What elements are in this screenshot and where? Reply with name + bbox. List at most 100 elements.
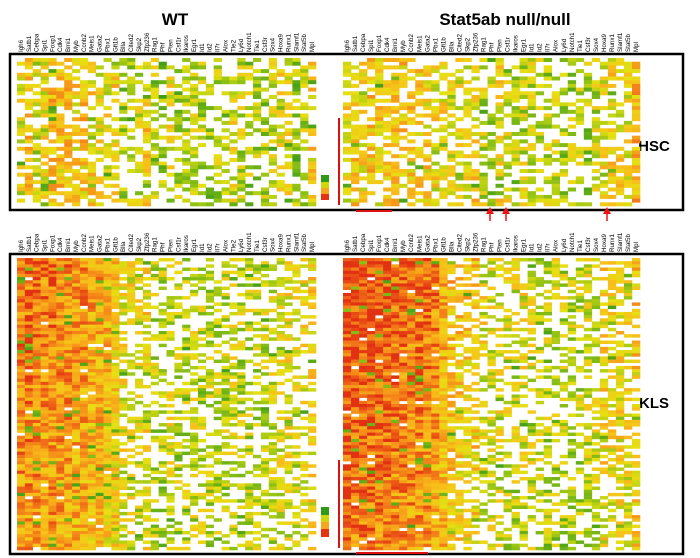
- heatmap-cell: [150, 527, 159, 532]
- heatmap-cell: [79, 337, 89, 341]
- heatmap-cell: [87, 429, 96, 433]
- heatmap-cell: [359, 492, 368, 497]
- heatmap-cell: [17, 404, 26, 408]
- heatmap-cell: [56, 302, 65, 306]
- heatmap-cell: [79, 467, 89, 471]
- heatmap-cell: [56, 311, 65, 316]
- heatmap-cell: [24, 461, 34, 465]
- heatmap-cell: [111, 157, 120, 162]
- heatmap-cell: [56, 283, 65, 287]
- heatmap-cell: [276, 302, 285, 306]
- heatmap-cell: [343, 492, 352, 497]
- heatmap-cell: [182, 95, 191, 99]
- heatmap-cell: [197, 454, 207, 459]
- heatmap-cell: [367, 448, 376, 452]
- heatmap-cell: [17, 128, 26, 133]
- heatmap-cell: [237, 283, 246, 287]
- heatmap-cell: [95, 350, 104, 354]
- heatmap-cell: [190, 277, 199, 281]
- heatmap-cell: [367, 419, 376, 424]
- heatmap-cell: [79, 318, 89, 322]
- heatmap-cell: [182, 388, 191, 392]
- heatmap-cell: [166, 442, 175, 446]
- heatmap-cell: [95, 150, 104, 155]
- heatmap-cell: [292, 143, 301, 148]
- heatmap-cell: [415, 270, 424, 275]
- heatmap-cell: [56, 527, 65, 532]
- gene-label: Ikaros: [513, 235, 520, 252]
- heatmap-cell: [463, 143, 472, 148]
- heatmap-cell: [375, 454, 384, 459]
- heatmap-cell: [253, 267, 262, 271]
- gene-label: Pbx1: [104, 237, 111, 252]
- heatmap-cell: [205, 534, 215, 538]
- heatmap-cell: [190, 378, 199, 383]
- gene-label: Skp2: [136, 37, 143, 52]
- heatmap-cell: [24, 442, 34, 446]
- heatmap-cell: [260, 337, 270, 341]
- heatmap-cell: [103, 543, 112, 548]
- heatmap-cell: [95, 180, 104, 185]
- heatmap-cell: [260, 384, 270, 389]
- heatmap-cell: [32, 518, 41, 522]
- heatmap-cell: [479, 102, 488, 107]
- heatmap-cell: [166, 470, 175, 475]
- heatmap-cell: [48, 442, 57, 446]
- heatmap-cell: [399, 384, 408, 389]
- heatmap-cell: [119, 505, 128, 510]
- heatmap-cell: [351, 451, 360, 456]
- heatmap-cell: [351, 264, 360, 268]
- heatmap-cell: [351, 515, 360, 519]
- heatmap-cell: [495, 191, 504, 196]
- heatmap-cell: [103, 540, 112, 544]
- heatmap-cell: [511, 132, 520, 136]
- heatmap-cell: [343, 426, 352, 430]
- heatmap-cell: [623, 154, 633, 159]
- heatmap-cell: [135, 505, 144, 510]
- heatmap-cell: [56, 91, 65, 96]
- heatmap-cell: [24, 289, 34, 294]
- heatmap-cell: [205, 187, 215, 192]
- heatmap-cell: [32, 277, 41, 281]
- heatmap-cell: [190, 518, 199, 522]
- heatmap-cell: [245, 435, 254, 440]
- heatmap-cell: [127, 91, 136, 96]
- heatmap-cell: [229, 117, 238, 122]
- heatmap-cell: [95, 91, 104, 96]
- heatmap-cell: [359, 353, 368, 357]
- heatmap-cell: [166, 302, 175, 306]
- heatmap-cell: [166, 410, 175, 414]
- heatmap-cell: [119, 540, 128, 544]
- heatmap-cell: [174, 98, 183, 103]
- heatmap-cell: [40, 407, 49, 411]
- heatmap-cell: [72, 198, 81, 203]
- heatmap-cell: [343, 362, 352, 367]
- heatmap-cell: [343, 464, 352, 468]
- heatmap-cell: [407, 161, 416, 166]
- heatmap-cell: [119, 311, 128, 316]
- heatmap-cell: [158, 404, 167, 408]
- heatmap-cell: [32, 461, 41, 465]
- heatmap-cell: [447, 98, 456, 103]
- heatmap-cell: [95, 324, 104, 329]
- heatmap-cell: [367, 292, 376, 297]
- heatmap-cell: [308, 473, 317, 478]
- heatmap-cell: [543, 198, 553, 203]
- heatmap-cell: [383, 419, 392, 424]
- heatmap-cell: [56, 76, 65, 81]
- heatmap-cell: [284, 183, 293, 188]
- heatmap-cell: [64, 139, 73, 144]
- heatmap-cell: [221, 404, 230, 408]
- heatmap-cell: [391, 58, 400, 62]
- heatmap-cell: [103, 146, 112, 151]
- heatmap-cell: [17, 378, 26, 383]
- heatmap-cell: [431, 176, 440, 181]
- heatmap-cell: [79, 416, 89, 421]
- heatmap-cell: [197, 128, 207, 133]
- heatmap-cell: [253, 109, 262, 114]
- heatmap-cell: [72, 365, 81, 370]
- heatmap-cell: [64, 448, 73, 452]
- heatmap-cell: [32, 429, 41, 433]
- heatmap-cell: [276, 543, 285, 548]
- heatmap-cell: [343, 146, 352, 151]
